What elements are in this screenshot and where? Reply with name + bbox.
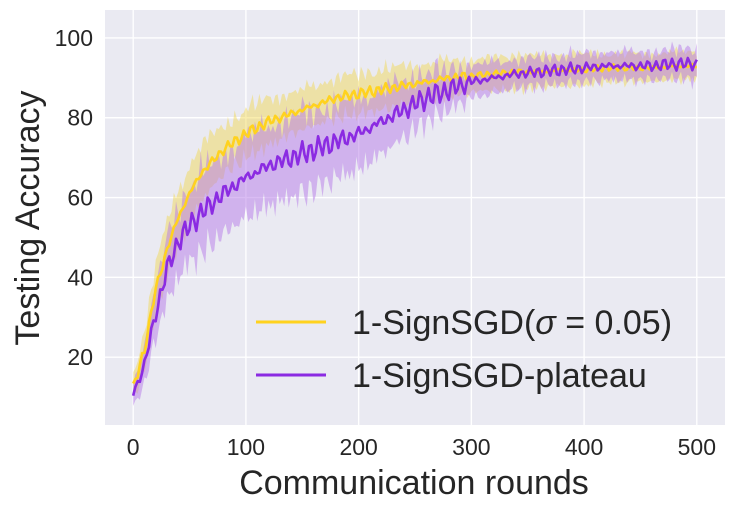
- x-axis-title: Communication rounds: [239, 464, 589, 502]
- x-tick-labels: 0 100 200 300 400 500: [127, 434, 716, 460]
- band-series-1: [133, 41, 697, 406]
- y-tick-label: 100: [55, 25, 93, 51]
- line-series-1: [131, 56, 698, 397]
- legend-label-plateau: 1-SignSGD-plateau: [352, 357, 647, 395]
- line-series-0: [132, 62, 697, 385]
- x-tick-label: 400: [565, 434, 603, 460]
- confidence-bands: [133, 41, 697, 406]
- y-tick-label: 40: [67, 264, 93, 290]
- series-lines: [131, 56, 698, 397]
- y-axis-title: Testing Accuracy: [9, 90, 47, 345]
- legend: 1-SignSGD(σ = 0.05) 1-SignSGD-plateau: [256, 304, 672, 395]
- legend-label-sigma: 1-SignSGD(σ = 0.05): [352, 304, 672, 342]
- x-tick-label: 100: [227, 434, 265, 460]
- x-tick-label: 500: [678, 434, 716, 460]
- y-tick-labels: 20 40 60 80 100: [55, 25, 93, 370]
- y-tick-label: 20: [67, 344, 93, 370]
- y-tick-label: 80: [67, 105, 93, 131]
- x-tick-label: 300: [452, 434, 490, 460]
- x-tick-label: 0: [127, 434, 140, 460]
- y-tick-label: 60: [67, 185, 93, 211]
- x-tick-label: 200: [339, 434, 377, 460]
